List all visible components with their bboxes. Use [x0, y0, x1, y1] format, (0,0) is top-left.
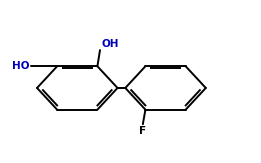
Text: F: F [139, 126, 146, 136]
Text: OH: OH [101, 39, 119, 49]
Text: HO: HO [13, 61, 30, 71]
